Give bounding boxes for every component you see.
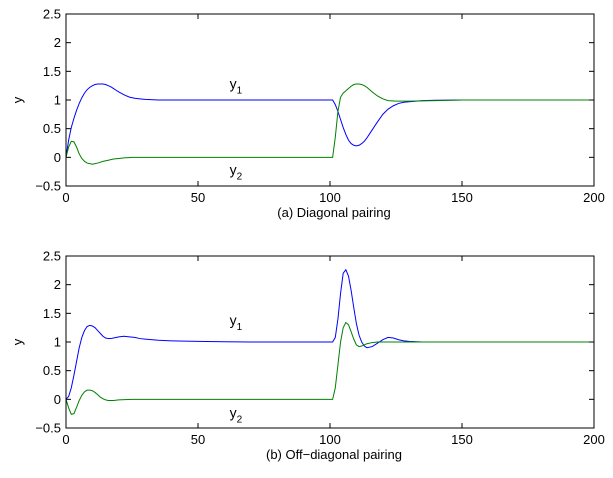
series-label-subscript: 1 [237,322,243,333]
x-tick-label: 0 [62,432,69,447]
series-line-y2 [65,321,594,415]
y-tick-label: 1 [54,335,61,350]
y-axis-label: y [10,338,25,345]
x-tick-label: 200 [583,432,605,447]
series-label-y2: y2 [230,162,243,183]
x-tick-label: 50 [191,432,205,447]
y-tick-label: 0 [54,392,61,407]
y-tick-label: 2.5 [43,249,61,264]
series-label-main: y [230,162,237,178]
series-label-y1: y1 [230,312,243,333]
y-tick-label: −0.5 [35,421,61,436]
y-tick-label: 2 [54,277,61,292]
series-label-subscript: 2 [237,415,243,426]
y-tick-label: 0 [54,150,61,165]
series-label-main: y [230,312,237,328]
y-tick-label: 1.5 [43,64,61,79]
x-tick-label: 50 [191,190,205,205]
y-tick-label: 0.5 [43,121,61,136]
y-tick-label: 1 [54,93,61,108]
series-label-main: y [230,405,237,421]
panel-caption: (b) Off−diagonal pairing [266,447,402,462]
series-label-y1: y1 [230,76,243,97]
panel-caption: (a) Diagonal pairing [277,205,390,220]
y-tick-label: 2 [54,35,61,50]
y-axis-label: y [10,96,25,103]
series-line-y1 [65,83,594,158]
x-tick-label: 150 [451,432,473,447]
series-line-y2 [65,83,594,165]
y-tick-label: 0.5 [43,363,61,378]
x-tick-label: 150 [451,190,473,205]
y-tick-label: −0.5 [35,179,61,194]
x-tick-label: 200 [583,190,605,205]
y-tick-label: 1.5 [43,306,61,321]
x-tick-label: 100 [319,190,341,205]
series-label-subscript: 2 [237,172,243,183]
y-tick-label: 2.5 [43,7,61,22]
x-tick-label: 100 [319,432,341,447]
panel-b: 0 50 100 150 200−0.500.511.522.5y(b) Off−dia… [10,249,605,463]
series-label-main: y [230,76,237,92]
x-tick-label: 0 [62,190,69,205]
panel-a: 0 50 100 150 200−0.500.511.522.5y(a) Diagona… [10,7,605,221]
series-line-y1 [65,268,594,400]
series-label-subscript: 1 [237,86,243,97]
series-label-y2: y2 [230,405,243,426]
